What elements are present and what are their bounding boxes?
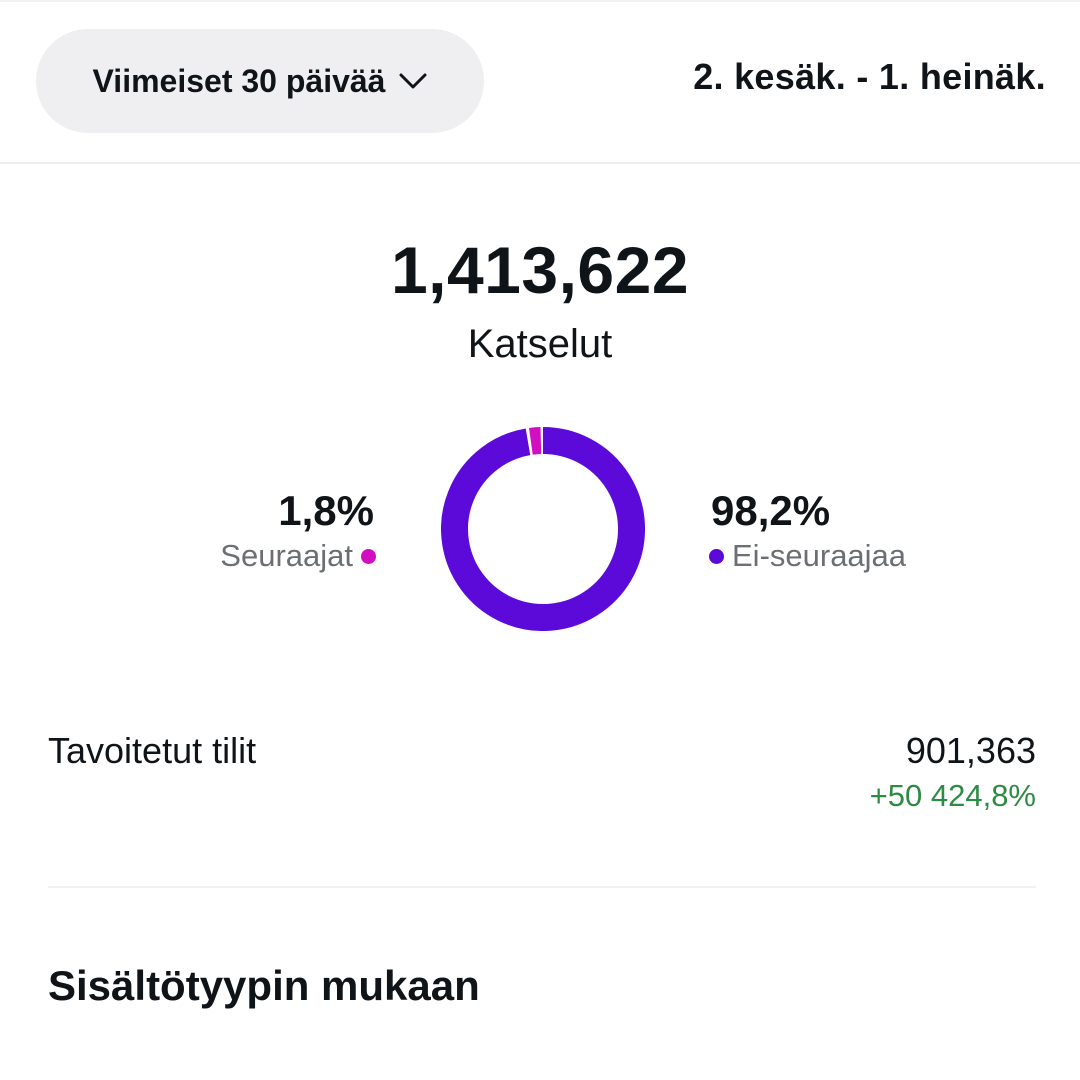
chevron-down-icon	[399, 73, 427, 89]
views-total: 1,413,622	[390, 233, 690, 307]
non-followers-label: Ei-seuraajaa	[732, 538, 907, 573]
followers-percent: 1,8%	[278, 487, 374, 534]
header-bar: Viimeiset 30 päivää 2. kesäk. - 1. heinä…	[0, 0, 1080, 164]
section-divider	[48, 886, 1036, 888]
views-label: Katselut	[467, 322, 613, 366]
non-followers-legend: Ei-seuraajaa	[709, 538, 906, 574]
reached-accounts-value: 901,363	[905, 730, 1036, 771]
followers-arc	[529, 427, 542, 455]
non-followers-arc	[441, 427, 645, 631]
date-range: 2. kesäk. - 1. heinäk.	[693, 56, 1046, 97]
period-selector-button[interactable]: Viimeiset 30 päivää	[36, 29, 484, 133]
followers-label: Seuraajat	[220, 538, 353, 573]
audience-donut-chart	[441, 427, 645, 631]
top-divider	[0, 0, 1080, 2]
reached-accounts-label: Tavoitetut tilit	[48, 730, 257, 771]
non-followers-dot	[709, 548, 724, 564]
followers-legend: Seuraajat	[220, 538, 376, 574]
followers-dot	[361, 548, 376, 564]
reached-accounts-change: +50 424,8%	[869, 778, 1036, 813]
non-followers-percent: 98,2%	[711, 487, 831, 534]
content-type-section-title: Sisältötyypin mukaan	[48, 962, 480, 1009]
period-selector-label: Viimeiset 30 päivää	[92, 62, 386, 99]
